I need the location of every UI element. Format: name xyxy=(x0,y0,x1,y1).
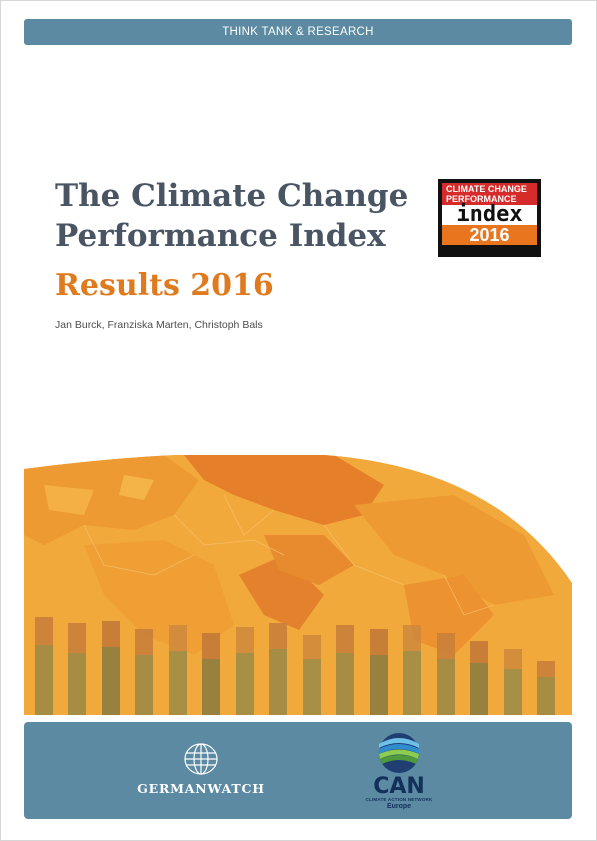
can-region: Europe xyxy=(386,803,412,810)
banner-label: THINK TANK & RESEARCH xyxy=(222,26,374,38)
world-map-illustration xyxy=(24,455,572,715)
germanwatch-logo: GERMANWATCH xyxy=(136,742,266,798)
can-label: CAN xyxy=(373,774,425,799)
top-banner: THINK TANK & RESEARCH xyxy=(24,19,572,45)
logo-line-2: PERFORMANCE xyxy=(446,194,517,204)
globe-icon xyxy=(184,743,218,775)
map-bars-graphic xyxy=(24,455,572,715)
logo-line-1: CLIMATE CHANGE xyxy=(446,184,527,194)
logo-red-band: CLIMATE CHANGE PERFORMANCE xyxy=(442,183,537,205)
germanwatch-label: GERMANWATCH xyxy=(137,781,265,796)
logo-year: 2016 xyxy=(442,225,537,245)
authors-line: Jan Burck, Franziska Marten, Christoph B… xyxy=(55,319,263,331)
report-title: The Climate Change Performance Index xyxy=(55,178,409,254)
can-europe-logo: CAN CLIMATE ACTION NETWORK Europe xyxy=(352,732,446,812)
footer-banner: GERMANWATCH CAN CLIMATE ACTION NETWORK E… xyxy=(24,722,572,819)
ccpi-index-logo: CLIMATE CHANGE PERFORMANCE index 2016 xyxy=(438,179,541,257)
report-subtitle: Results 2016 xyxy=(55,268,274,303)
logo-index-word: index xyxy=(442,204,537,226)
can-subtitle: CLIMATE ACTION NETWORK xyxy=(365,797,433,802)
can-globe-icon xyxy=(379,733,419,773)
